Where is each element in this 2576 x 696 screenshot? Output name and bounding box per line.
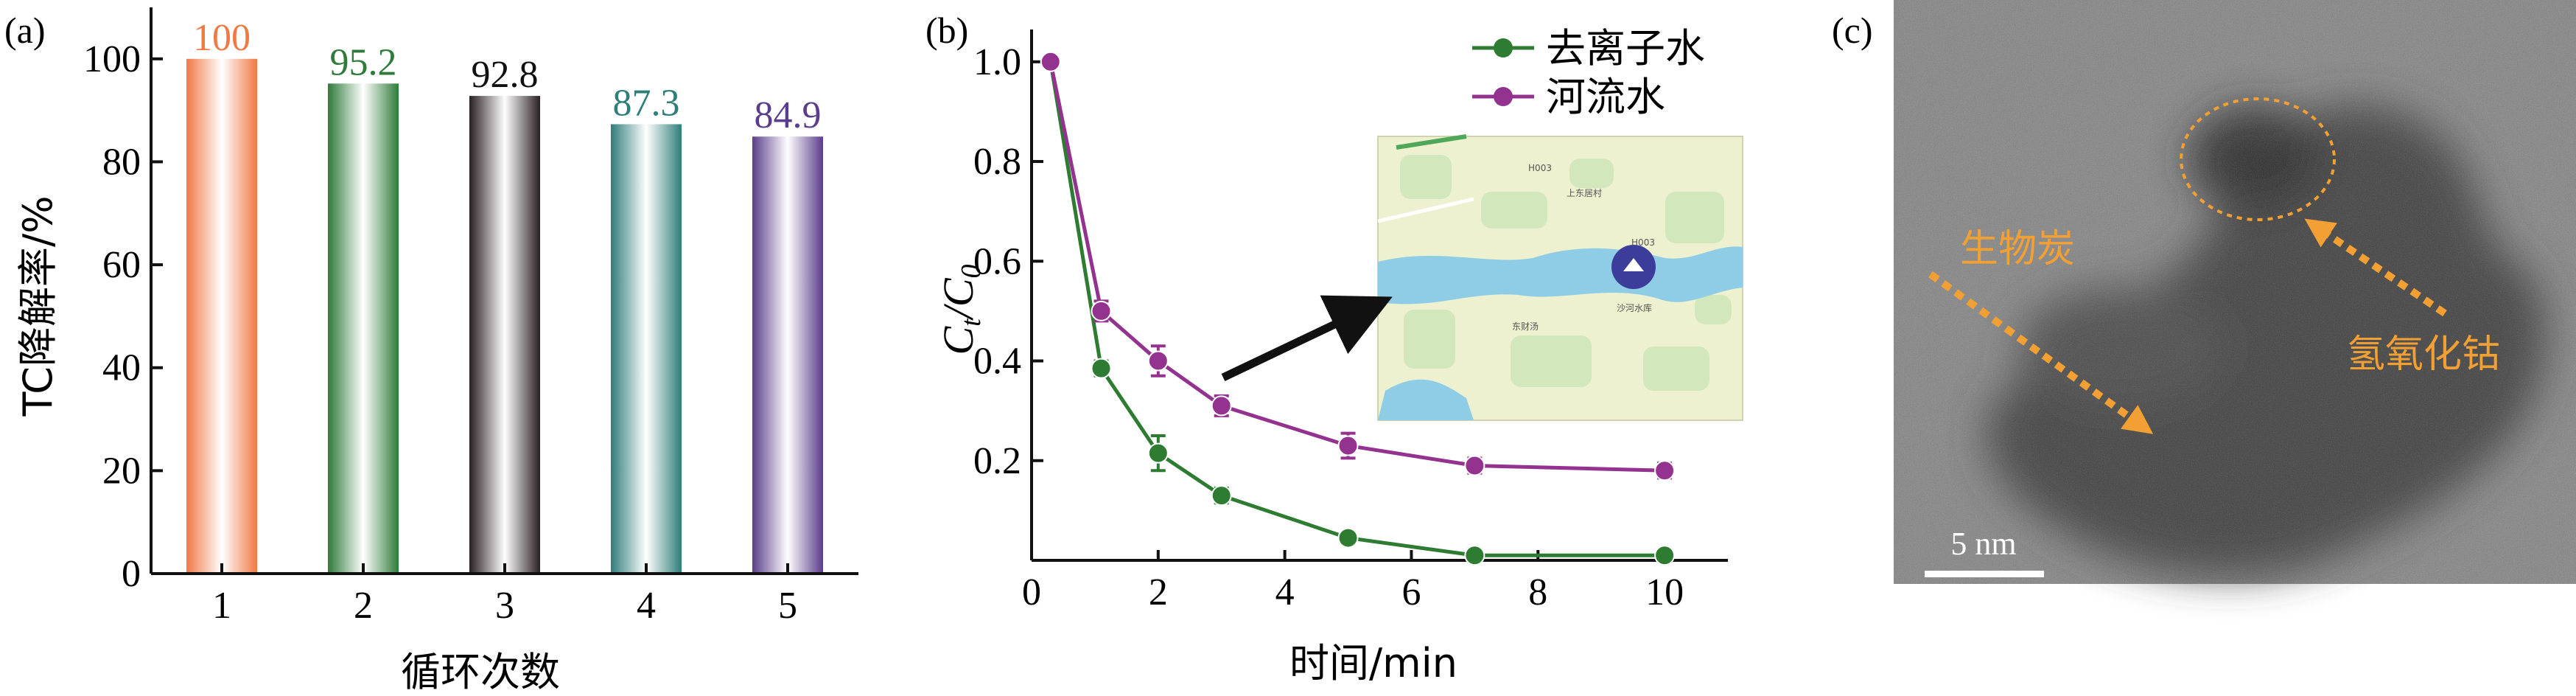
legend-marker-1 — [1494, 87, 1513, 106]
x-tick-label-0: 0 — [1022, 571, 1041, 613]
data-point — [1464, 545, 1485, 566]
y-axis-label: Ct/C0 — [934, 264, 987, 355]
value-label-5: 84.9 — [755, 94, 822, 136]
data-point — [1147, 350, 1169, 372]
bar-2 — [328, 83, 399, 574]
x-tick-label-6: 6 — [1401, 571, 1421, 613]
map-road — [1377, 197, 1474, 223]
y-tick-label-60: 60 — [102, 244, 141, 286]
axes: 0 20 40 60 80 100 — [83, 7, 858, 595]
x-tick-label-5: 5 — [778, 585, 797, 627]
panel-b-line-chart: (b) 0.2 0.4 0.6 0.8 1.0 0 2 4 6 8 10 H003 上东居村 H003 沙… — [925, 10, 1743, 686]
x-axis-label: 循环次数 — [401, 649, 560, 695]
y-tick-label-0.6: 0.6 — [973, 240, 1021, 282]
x-tick-label-1: 1 — [212, 585, 231, 627]
map-water — [1378, 379, 1474, 420]
panel-c-label: (c) — [1832, 10, 1873, 51]
highlight-circle — [2180, 97, 2336, 221]
scale-bar-label: 5 nm — [1950, 526, 2016, 562]
x-tick-label-2: 2 — [1149, 571, 1168, 613]
map-road — [1396, 134, 1467, 150]
map-label: 东财汤 — [1512, 321, 1539, 332]
panel-b-label: (b) — [925, 10, 968, 51]
scale-bar — [1925, 571, 2044, 577]
value-label-1: 100 — [193, 17, 251, 59]
map-label: H003 — [1631, 237, 1655, 248]
x-tick-label-8: 8 — [1528, 571, 1547, 613]
map-green-area — [1481, 192, 1547, 229]
y-tick-label-1.0: 1.0 — [973, 41, 1021, 83]
data-point — [1337, 435, 1359, 456]
y-tick-label-80: 80 — [102, 141, 141, 183]
x-tick-label-2: 2 — [354, 585, 373, 627]
x-tick-label-10: 10 — [1645, 571, 1684, 613]
x-tick-label-4: 4 — [637, 585, 656, 627]
x-tick-label-3: 3 — [495, 585, 514, 627]
panel-a-bar-chart: (a) 100 1 95.2 2 92.8 3 87.3 4 84.9 5 0 20 40 60 80 10… — [4, 7, 858, 695]
y-tick-label-0: 0 — [122, 553, 141, 595]
inset-arrow — [1221, 295, 1393, 381]
biochar-arrow — [1928, 271, 2154, 434]
map-label: H003 — [1528, 163, 1552, 173]
y-tick-label-20: 20 — [102, 450, 141, 492]
data-point — [1091, 358, 1112, 379]
cobalt-hydroxide-arrow — [2304, 218, 2447, 317]
y-tick-label-100: 100 — [83, 38, 141, 80]
data-point — [1464, 455, 1485, 476]
map-green-area — [1569, 159, 1614, 188]
axes: 0.2 0.4 0.6 0.8 1.0 0 2 4 6 8 10 — [973, 29, 1728, 613]
map-label: 上东居村 — [1567, 188, 1602, 198]
y-tick-label-0.4: 0.4 — [973, 341, 1021, 383]
map-green-area — [1400, 155, 1452, 199]
x-axis-label: 时间/min — [1289, 640, 1457, 686]
y-tick-label-0.8: 0.8 — [973, 141, 1021, 183]
map-marker-glyph — [1623, 258, 1644, 271]
data-point — [1211, 485, 1232, 507]
bar-1 — [186, 58, 257, 574]
map-label: 沙河水库 — [1617, 302, 1652, 313]
y-tick-label-0.2: 0.2 — [973, 440, 1021, 482]
y-axis-label: TC降解率/% — [15, 195, 61, 417]
bar-series: 100 1 95.2 2 92.8 3 87.3 4 84.9 5 — [186, 17, 823, 627]
data-point — [1654, 545, 1676, 566]
value-label-3: 92.8 — [472, 54, 539, 96]
data-point — [1147, 442, 1169, 464]
data-point — [1040, 51, 1061, 72]
map-green-area — [1404, 310, 1455, 369]
bar-4 — [611, 124, 682, 574]
data-point — [1211, 395, 1232, 417]
bar-5 — [752, 136, 823, 574]
data-point — [1337, 527, 1359, 549]
legend-label-0: 去离子水 — [1546, 25, 1705, 72]
panel-c-tem-image: (c) 生物炭 氢氧化钴 5 nm — [1832, 0, 2576, 584]
legend-marker-0 — [1494, 38, 1513, 58]
x-tick-label-4: 4 — [1275, 571, 1295, 613]
line-series — [1040, 51, 1676, 566]
map-green-area — [1643, 347, 1709, 391]
legend-label-1: 河流水 — [1546, 74, 1665, 120]
bar-3 — [469, 96, 540, 574]
cobalt-hydroxide-label: 氢氧化钴 — [2347, 333, 2500, 377]
map-green-area — [1665, 192, 1724, 243]
biochar-label: 生物炭 — [1960, 227, 2075, 271]
value-label-4: 87.3 — [613, 82, 680, 124]
tem-micrograph — [1894, 0, 2576, 584]
value-label-2: 95.2 — [330, 41, 397, 83]
data-point — [1091, 300, 1112, 321]
map-green-area — [1511, 335, 1592, 387]
data-point — [1654, 460, 1676, 481]
y-tick-label-40: 40 — [102, 347, 141, 389]
panel-a-label: (a) — [4, 10, 46, 51]
map-green-area — [1695, 295, 1732, 324]
